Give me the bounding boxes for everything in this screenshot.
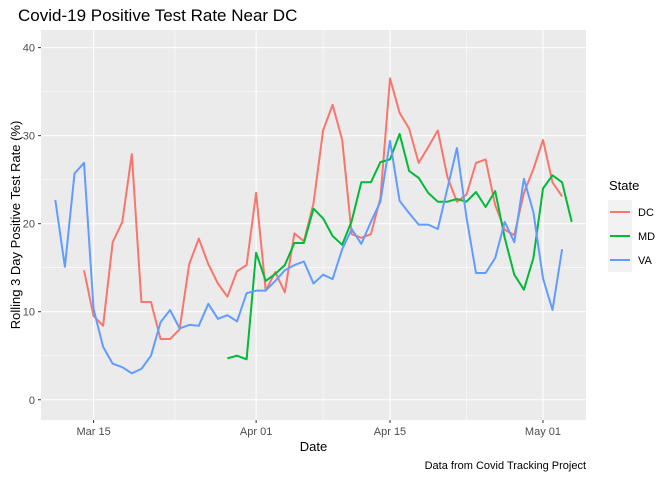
legend-label-dc: DC <box>638 207 654 219</box>
x-tick-label: May 01 <box>525 426 561 438</box>
chart-caption: Data from Covid Tracking Project <box>424 460 586 472</box>
x-axis-title: Date <box>300 439 327 454</box>
major-gridlines <box>41 30 586 420</box>
plot-panel <box>41 30 586 420</box>
legend: State DC MD VA <box>608 178 655 272</box>
y-tick-label: 40 <box>23 43 35 55</box>
legend-label-md: MD <box>638 231 655 243</box>
y-tick-label: 30 <box>23 131 35 143</box>
x-tick-label: Mar 15 <box>76 426 110 438</box>
y-tick-label: 10 <box>23 307 35 319</box>
y-axis-ticks: 0 10 20 30 40 <box>23 43 41 407</box>
series-line-dc <box>83 77 563 340</box>
x-tick-label: Apr 01 <box>240 426 272 438</box>
y-axis-title: Rolling 3 Day Positive Test Rate (%) <box>8 121 23 330</box>
x-tick-label: Apr 15 <box>374 426 406 438</box>
chart-title: Covid-19 Positive Test Rate Near DC <box>18 6 298 25</box>
legend-label-va: VA <box>638 255 653 267</box>
legend-title: State <box>609 178 639 193</box>
series-line-md <box>227 132 573 361</box>
series-line-va <box>54 139 564 375</box>
minor-gridlines <box>41 30 586 420</box>
y-tick-label: 20 <box>23 219 35 231</box>
x-axis-ticks: Mar 15 Apr 01 Apr 15 May 01 <box>76 420 561 438</box>
series-lines <box>54 77 573 375</box>
y-tick-label: 0 <box>29 395 35 407</box>
